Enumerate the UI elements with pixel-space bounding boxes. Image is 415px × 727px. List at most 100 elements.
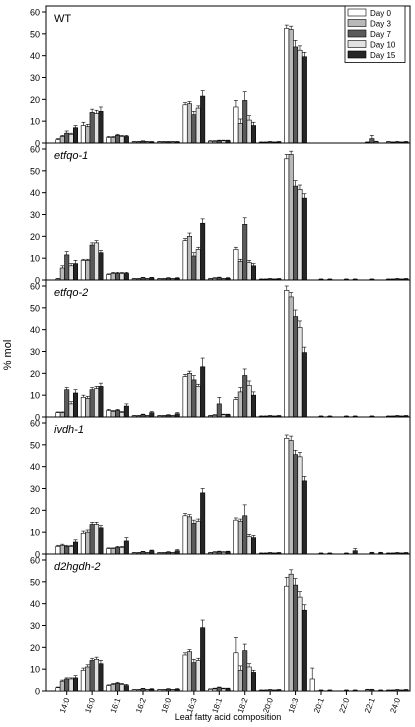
- bar: [73, 677, 79, 692]
- bar: [251, 537, 257, 555]
- bar: [369, 689, 375, 692]
- y-tick-label: 10: [30, 254, 40, 264]
- bar: [284, 585, 290, 692]
- bar: [182, 376, 188, 418]
- bar: [98, 386, 104, 418]
- y-tick-label: 0: [35, 687, 40, 697]
- bar: [195, 520, 201, 555]
- y-tick-label: 0: [35, 550, 40, 560]
- y-tick-label: 10: [30, 117, 40, 127]
- bar: [73, 263, 79, 281]
- bar: [144, 689, 150, 692]
- bar: [288, 573, 294, 692]
- bar: [115, 410, 121, 418]
- y-tick-label: 40: [30, 188, 40, 198]
- x-axis-label: Leaf fatty acid composition: [175, 712, 282, 722]
- bar: [64, 132, 70, 144]
- bar: [85, 126, 91, 144]
- bar: [85, 398, 91, 418]
- bar: [297, 189, 303, 281]
- bar: [186, 516, 192, 555]
- panel-2: 0 10 20 30 40 50 60 etfqo-1: [30, 142, 411, 286]
- bar: [293, 316, 299, 418]
- bar: [233, 249, 239, 281]
- y-tick-label: 40: [30, 599, 40, 609]
- legend-swatch: [347, 29, 367, 38]
- bar: [237, 520, 243, 555]
- bar: [309, 678, 315, 692]
- bar: [216, 687, 222, 692]
- y-tick-label: 10: [30, 665, 40, 675]
- bar: [195, 249, 201, 281]
- y-tick-label: 40: [30, 325, 40, 335]
- y-tick-label: 0: [35, 413, 40, 423]
- bar: [186, 651, 192, 692]
- bar: [80, 669, 86, 692]
- legend-label: Day 7: [370, 30, 391, 39]
- bar: [59, 412, 65, 418]
- y-tick-label: 60: [30, 145, 40, 155]
- bar: [251, 672, 257, 692]
- bar: [258, 690, 264, 692]
- bar: [318, 690, 324, 692]
- x-tick-label: 16:1: [109, 696, 123, 714]
- bar: [284, 28, 290, 144]
- bar: [98, 527, 104, 555]
- panels: 0 10 20 30 40 50 60 WT 0 10 20 30 40 50 60 etfqo-1 0 10 20…: [30, 5, 411, 714]
- bar: [195, 386, 201, 418]
- bar: [106, 137, 112, 144]
- bar: [403, 689, 409, 692]
- bar: [191, 379, 197, 418]
- bar: [106, 685, 112, 692]
- bar: [191, 523, 197, 555]
- bar: [385, 690, 391, 692]
- bar: [293, 46, 299, 144]
- bar: [106, 548, 112, 555]
- bar: [73, 127, 79, 144]
- bar: [297, 327, 303, 418]
- bar: [191, 255, 197, 281]
- bar: [301, 609, 307, 692]
- bar: [64, 678, 70, 692]
- bar: [94, 524, 100, 555]
- bar: [80, 125, 86, 144]
- bar: [297, 596, 303, 692]
- bar: [140, 688, 146, 692]
- bar: [301, 56, 307, 144]
- bar: [207, 688, 213, 692]
- bar: [149, 412, 155, 418]
- bar: [364, 689, 370, 692]
- bar: [80, 397, 86, 418]
- bar: [237, 669, 243, 692]
- bar: [246, 262, 252, 281]
- bar: [80, 260, 86, 281]
- bar: [73, 541, 79, 555]
- bar: [233, 652, 239, 692]
- bar: [161, 689, 167, 692]
- bar: [85, 260, 91, 281]
- bar: [110, 273, 116, 281]
- y-tick-label: 20: [30, 95, 40, 105]
- bar: [237, 123, 243, 144]
- bar: [68, 133, 74, 144]
- bar: [64, 254, 70, 281]
- x-tick-label: 24:0: [388, 696, 402, 714]
- bar: [68, 265, 74, 281]
- y-tick-label: 10: [30, 528, 40, 538]
- bar: [284, 290, 290, 418]
- bar: [119, 136, 125, 144]
- bar: [251, 125, 257, 144]
- y-tick-label: 20: [30, 369, 40, 379]
- bar: [301, 480, 307, 555]
- bar: [68, 678, 74, 692]
- bar: [59, 136, 65, 144]
- bar: [55, 687, 61, 692]
- panel-title: ivdh-1: [54, 424, 84, 436]
- bar: [352, 690, 358, 692]
- bar: [378, 690, 384, 692]
- bar: [123, 685, 129, 692]
- bar: [200, 627, 206, 692]
- bar: [85, 531, 91, 555]
- legend-label: Day 10: [370, 41, 396, 50]
